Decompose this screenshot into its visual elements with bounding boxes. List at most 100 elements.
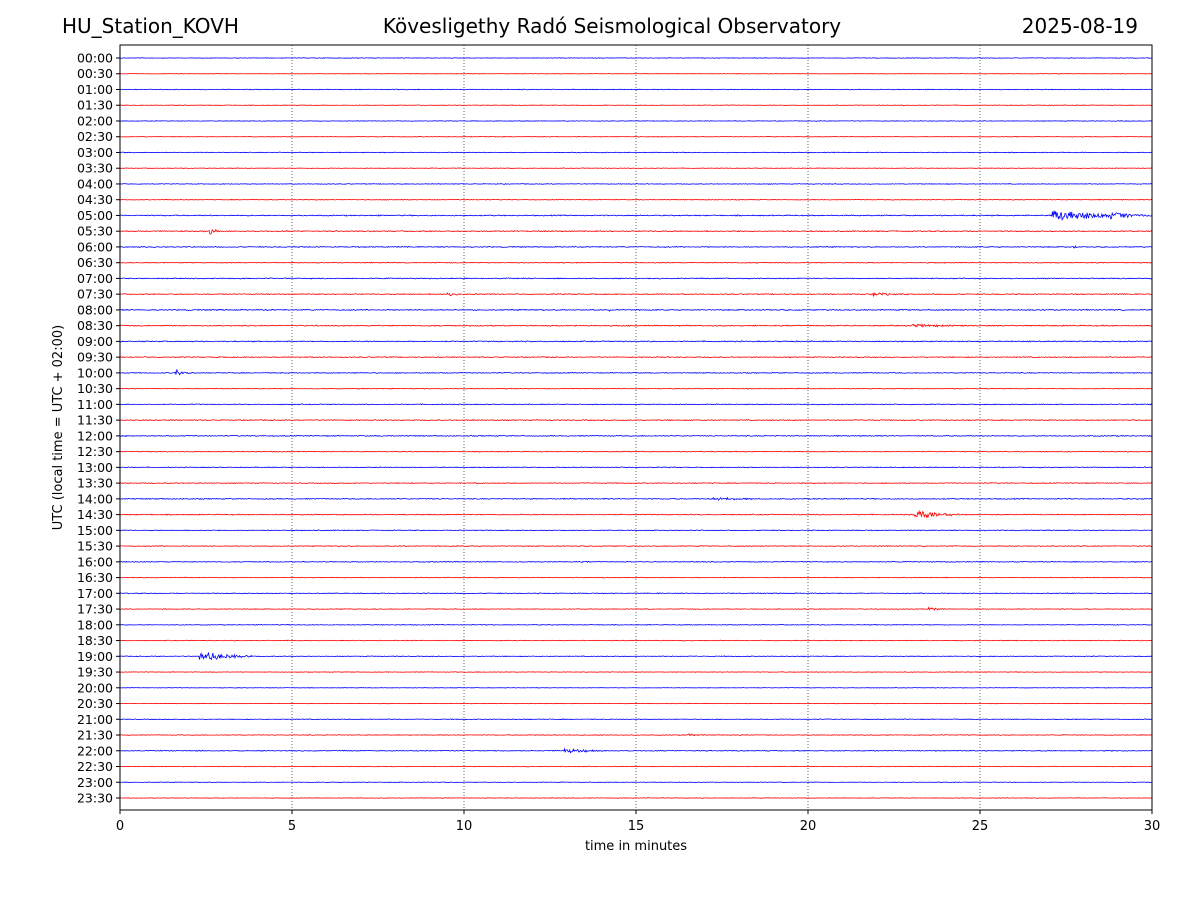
y-tick-label: 10:00 <box>77 365 113 380</box>
trace-line <box>119 104 1153 107</box>
trace-line <box>119 245 1153 249</box>
y-tick-label: 05:00 <box>77 208 113 223</box>
y-tick-label: 09:00 <box>77 334 113 349</box>
y-tick-label: 06:00 <box>77 239 113 254</box>
trace-line <box>119 368 1153 376</box>
trace-line <box>119 73 1153 75</box>
y-tick-label: 14:00 <box>77 491 113 506</box>
trace-line <box>119 652 1153 661</box>
trace-line <box>119 418 1153 422</box>
trace-line <box>119 277 1153 280</box>
y-tick-label: 23:30 <box>77 791 113 806</box>
trace-line <box>119 466 1153 469</box>
y-tick-label: 22:00 <box>77 743 113 758</box>
y-tick-label: 18:30 <box>77 633 113 648</box>
y-tick-label: 02:00 <box>77 113 113 128</box>
y-tick-label: 12:30 <box>77 444 113 459</box>
grid-lines <box>291 45 981 810</box>
y-tick-label: 15:30 <box>77 539 113 554</box>
trace-line <box>119 120 1153 122</box>
trace-line <box>119 387 1153 390</box>
trace-line <box>119 228 1153 235</box>
trace-line <box>119 167 1153 170</box>
y-tick-label: 22:30 <box>77 759 113 774</box>
trace-line <box>119 135 1153 138</box>
trace-line <box>119 623 1153 626</box>
station-label: HU_Station_KOVH <box>62 14 239 38</box>
y-tick-label: 13:00 <box>77 460 113 475</box>
y-tick-label: 11:00 <box>77 397 113 412</box>
y-tick-label: 03:30 <box>77 161 113 176</box>
trace-line <box>119 340 1153 343</box>
y-tick-label: 15:00 <box>77 523 113 538</box>
y-tick-label: 01:30 <box>77 98 113 113</box>
trace-line <box>119 509 1153 519</box>
trace-line <box>119 88 1153 91</box>
y-tick-label: 04:00 <box>77 176 113 191</box>
y-tick-label: 20:30 <box>77 696 113 711</box>
x-tick-label: 0 <box>116 819 124 834</box>
x-tick-label: 10 <box>456 819 473 834</box>
trace-line <box>119 356 1153 359</box>
trace-line <box>119 403 1153 406</box>
trace-line <box>119 733 1153 737</box>
y-tick-label: 19:30 <box>77 665 113 680</box>
trace-line <box>119 765 1153 768</box>
trace-line <box>119 606 1153 611</box>
trace-line <box>119 797 1153 799</box>
y-tick-label: 17:00 <box>77 586 113 601</box>
y-tick-label: 12:00 <box>77 428 113 443</box>
x-tick-label: 30 <box>1144 819 1161 834</box>
y-tick-label: 02:30 <box>77 129 113 144</box>
trace-line <box>119 198 1153 201</box>
trace-line <box>119 592 1153 595</box>
y-tick-label: 07:00 <box>77 271 113 286</box>
trace-line <box>119 639 1153 642</box>
y-tick-label: 23:00 <box>77 775 113 790</box>
y-tick-label: 18:00 <box>77 617 113 632</box>
trace-line <box>119 747 1153 754</box>
y-axis-ticks: 00:0000:3001:0001:3002:0002:3003:0003:30… <box>77 51 120 806</box>
chart-title: Kövesligethy Radó Seismological Observat… <box>382 14 842 38</box>
y-tick-label: 11:30 <box>77 413 113 428</box>
trace-line <box>119 496 1153 501</box>
y-axis-label: UTC (local time = UTC + 02:00) <box>51 325 66 530</box>
y-tick-label: 17:30 <box>77 602 113 617</box>
y-tick-label: 14:30 <box>77 507 113 522</box>
date-label: 2025-08-19 <box>1021 14 1138 38</box>
trace-line <box>119 450 1153 453</box>
x-tick-label: 5 <box>288 819 296 834</box>
trace-line <box>119 434 1153 437</box>
trace-line <box>119 482 1153 485</box>
y-tick-label: 00:00 <box>77 51 113 66</box>
trace-line <box>119 560 1153 563</box>
y-tick-label: 07:30 <box>77 287 113 302</box>
trace-line <box>119 702 1153 705</box>
trace-line <box>119 308 1153 312</box>
y-tick-label: 05:30 <box>77 224 113 239</box>
x-tick-label: 15 <box>628 819 645 834</box>
y-tick-label: 08:00 <box>77 302 113 317</box>
y-tick-label: 08:30 <box>77 318 113 333</box>
y-tick-label: 09:30 <box>77 350 113 365</box>
y-tick-label: 13:30 <box>77 476 113 491</box>
y-tick-label: 06:30 <box>77 255 113 270</box>
trace-line <box>119 576 1153 579</box>
y-tick-label: 16:30 <box>77 570 113 585</box>
trace-line <box>119 545 1153 548</box>
trace-line <box>119 781 1153 784</box>
x-axis-ticks: 0 5 10 15 20 25 30 <box>116 810 1160 834</box>
y-tick-label: 20:00 <box>77 680 113 695</box>
y-tick-label: 04:30 <box>77 192 113 207</box>
y-tick-label: 01:00 <box>77 82 113 97</box>
x-tick-label: 25 <box>972 819 989 834</box>
traces <box>119 57 1153 799</box>
trace-line <box>119 322 1153 328</box>
x-tick-label: 20 <box>800 819 817 834</box>
y-tick-label: 21:30 <box>77 728 113 743</box>
trace-line <box>119 671 1153 673</box>
trace-line <box>119 261 1153 264</box>
x-axis-label: time in minutes <box>585 839 687 854</box>
trace-line <box>119 210 1153 221</box>
